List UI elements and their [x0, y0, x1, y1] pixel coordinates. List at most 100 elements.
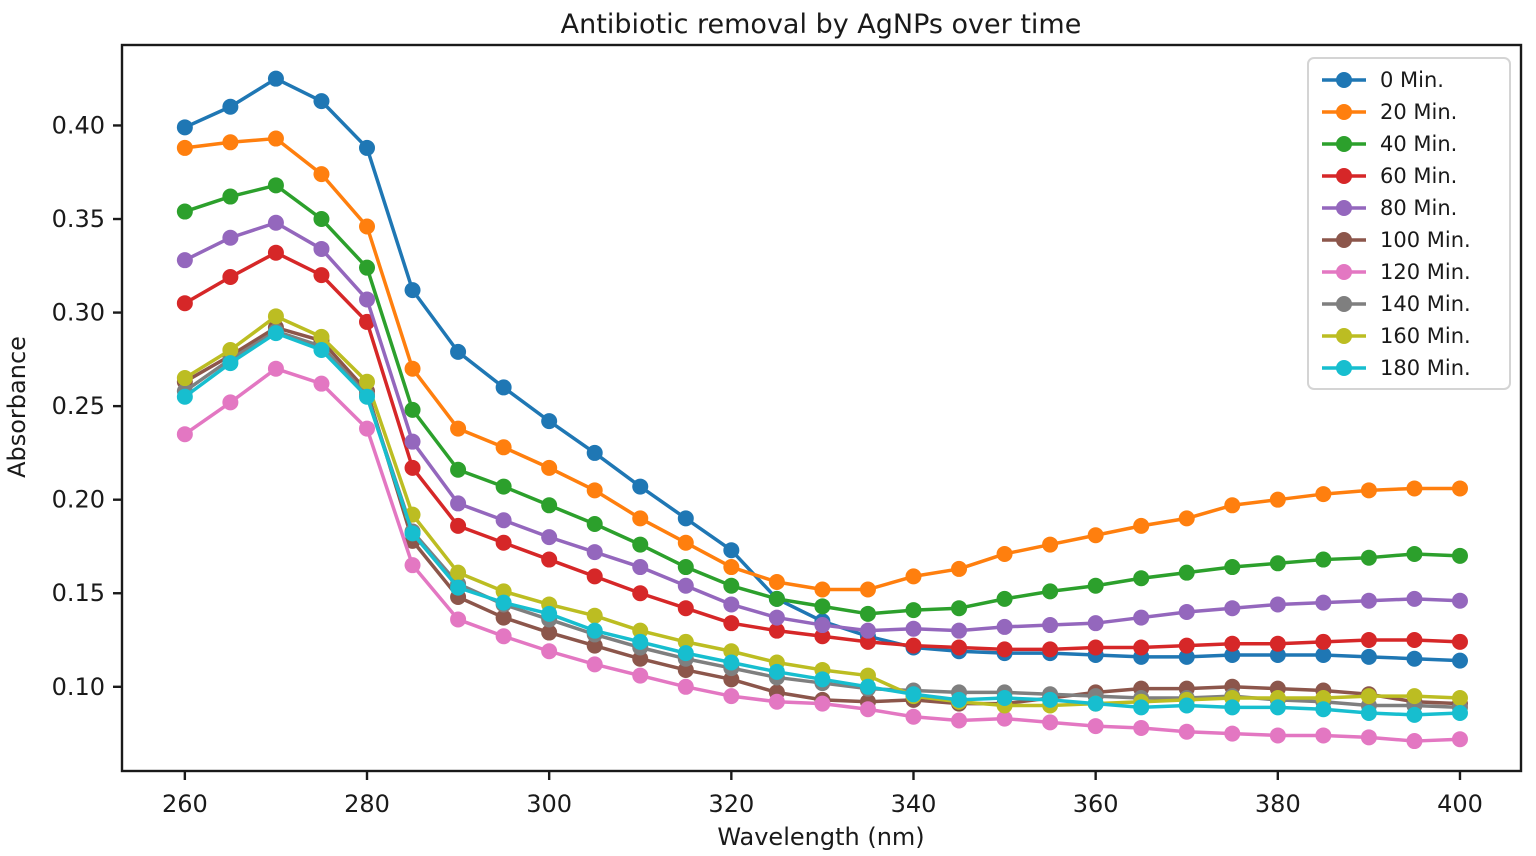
data-point [541, 497, 558, 514]
data-point [1360, 592, 1377, 609]
data-point [905, 602, 922, 619]
data-point [814, 617, 831, 634]
x-tick-label: 320 [708, 790, 754, 818]
x-tick-label: 400 [1437, 790, 1483, 818]
data-point [222, 341, 239, 358]
legend-item-40-min: 40 Min. [1321, 128, 1505, 159]
data-point [359, 218, 376, 235]
data-point [267, 244, 284, 261]
data-point [1042, 714, 1059, 731]
data-point [313, 166, 330, 183]
data-point [859, 701, 876, 718]
data-point [1315, 701, 1332, 718]
data-point [1224, 646, 1241, 663]
data-point [176, 252, 193, 269]
y-tick-label: 0.35 [52, 205, 105, 233]
legend-label: 20 Min. [1380, 99, 1458, 124]
legend-label: 100 Min. [1380, 227, 1471, 252]
data-point [814, 581, 831, 598]
data-point [586, 544, 603, 561]
data-point [313, 328, 330, 345]
data-point [677, 577, 694, 594]
data-point [1360, 648, 1377, 665]
data-point [859, 667, 876, 684]
x-tick-label: 300 [526, 790, 572, 818]
data-point [632, 650, 649, 667]
data-point [1224, 699, 1241, 716]
data-point [1087, 695, 1104, 712]
data-point [1360, 632, 1377, 649]
plot-border [120, 43, 1523, 773]
legend-marker-icon [1322, 295, 1366, 312]
data-point [1133, 609, 1150, 626]
legend-item-100-min: 100 Min. [1321, 224, 1505, 255]
data-point [814, 671, 831, 688]
data-point [450, 611, 467, 628]
data-point [222, 394, 239, 411]
legend-item-120-min: 120 Min. [1321, 256, 1505, 287]
data-point [905, 686, 922, 703]
data-point [1178, 723, 1195, 740]
data-point [1269, 596, 1286, 613]
series-line [183, 329, 1462, 710]
data-point [1269, 555, 1286, 572]
legend-marker-icon [1322, 327, 1366, 344]
data-point [768, 590, 785, 607]
data-point [267, 360, 284, 377]
data-point [905, 568, 922, 585]
legend-item-180-min: 180 Min. [1321, 352, 1505, 383]
data-point [450, 579, 467, 596]
data-point [1360, 688, 1377, 705]
data-point [859, 678, 876, 695]
data-point [1178, 510, 1195, 527]
data-point [951, 639, 968, 656]
series-80-min [176, 214, 1468, 639]
data-point [450, 517, 467, 534]
data-point [996, 590, 1013, 607]
data-point [404, 401, 421, 418]
data-point [450, 564, 467, 581]
data-point [951, 712, 968, 729]
data-point [723, 577, 740, 594]
data-point [1269, 699, 1286, 716]
x-tick-label: 380 [1255, 790, 1301, 818]
data-point [176, 370, 193, 387]
data-point [495, 478, 512, 495]
data-point [1451, 690, 1468, 707]
legend-marker-icon [1322, 135, 1366, 152]
data-point [359, 259, 376, 276]
data-point [1178, 564, 1195, 581]
data-point [905, 620, 922, 637]
data-point [1178, 648, 1195, 665]
series-60-min [176, 244, 1468, 658]
data-point [359, 373, 376, 390]
y-axis-label: Absorbance [3, 336, 31, 478]
data-point [859, 622, 876, 639]
data-point [1406, 733, 1423, 750]
data-point [1133, 719, 1150, 736]
legend-marker-icon [1322, 231, 1366, 248]
data-point [723, 643, 740, 660]
data-point [450, 343, 467, 360]
data-point [951, 622, 968, 639]
legend-label: 80 Min. [1380, 195, 1458, 220]
series-120-min [176, 360, 1468, 750]
data-point [814, 695, 831, 712]
data-point [313, 93, 330, 110]
data-point [267, 308, 284, 325]
x-tick-label: 280 [344, 790, 390, 818]
data-point [768, 574, 785, 591]
data-point [951, 691, 968, 708]
data-point [1269, 646, 1286, 663]
data-point [1133, 517, 1150, 534]
data-point [313, 267, 330, 284]
legend-marker-icon [1322, 71, 1366, 88]
data-point [1451, 652, 1468, 669]
data-point [222, 134, 239, 151]
data-point [359, 420, 376, 437]
data-point [996, 710, 1013, 727]
data-point [814, 598, 831, 615]
data-point [1406, 632, 1423, 649]
data-point [267, 214, 284, 231]
data-point [951, 600, 968, 617]
